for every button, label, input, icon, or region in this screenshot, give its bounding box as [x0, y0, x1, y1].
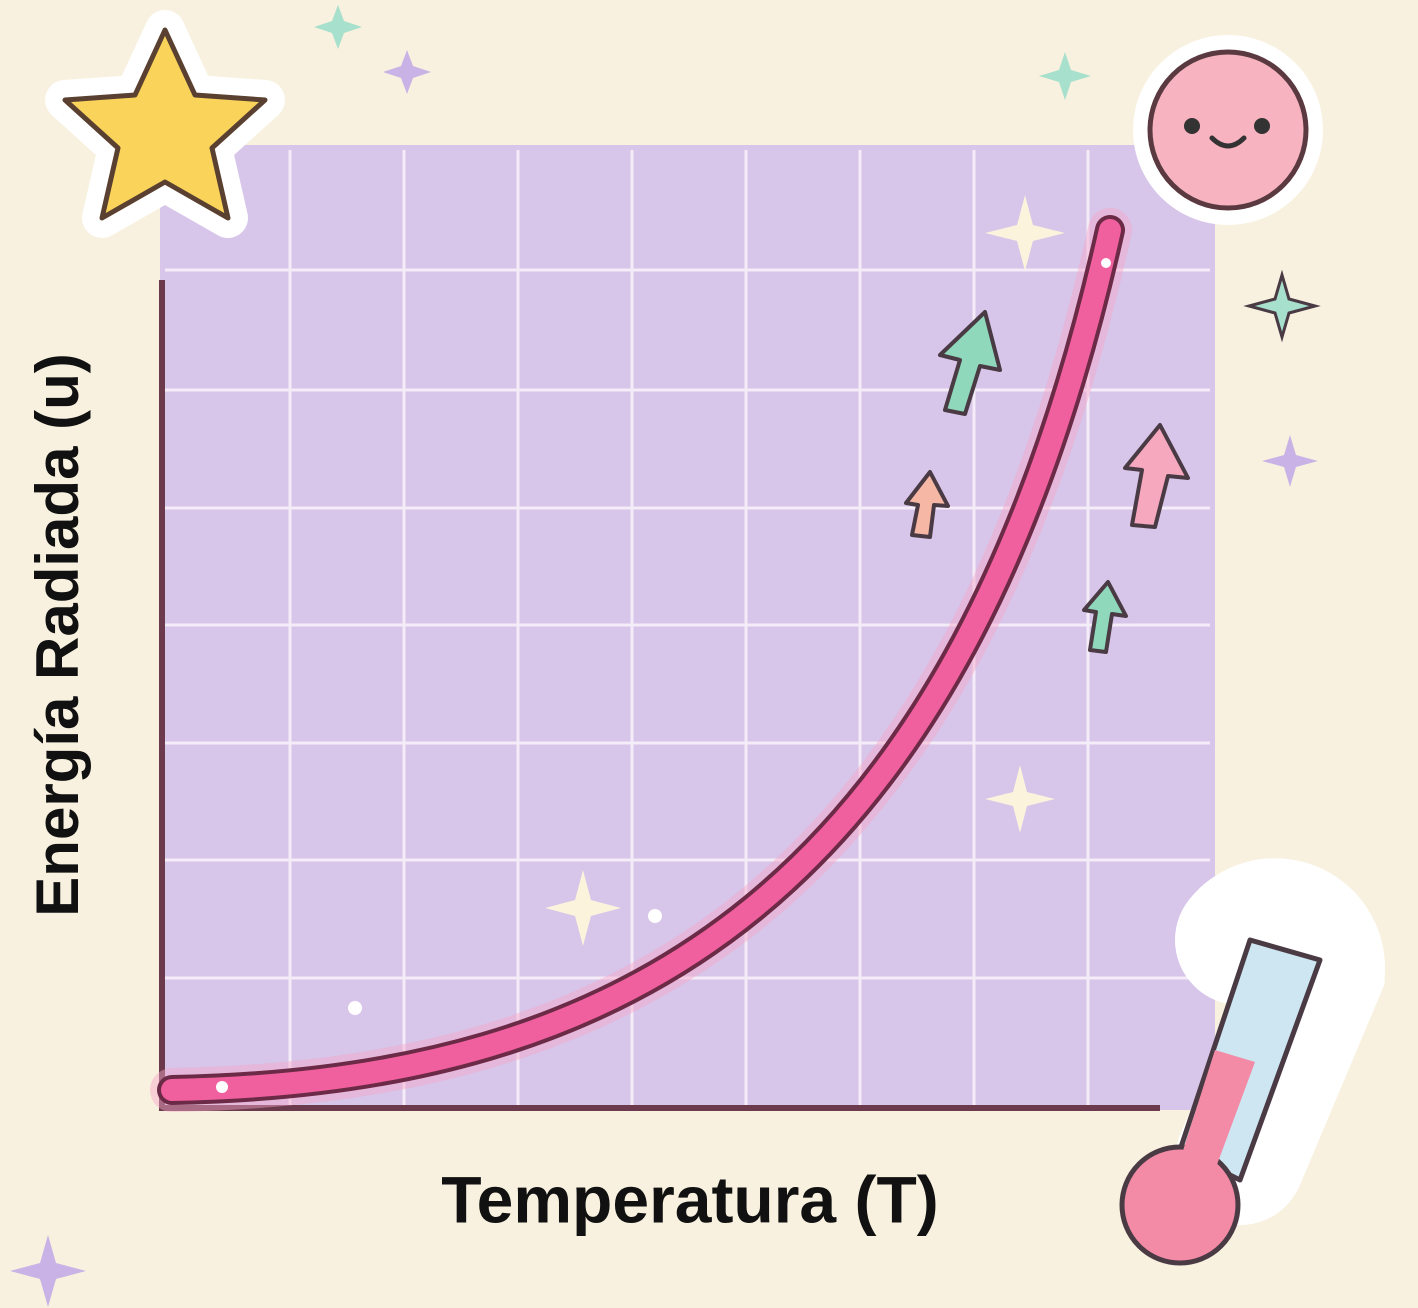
y-axis-label: Energía Radiada (u): [24, 353, 91, 916]
chart: Energía Radiada (u) Temperatura (T): [0, 0, 1418, 1308]
face-sticker: [1133, 35, 1323, 225]
page: Energía Radiada (u) Temperatura (T) (() …: [0, 0, 1418, 1308]
x-axis-label: Temperatura (T): [441, 1162, 939, 1236]
